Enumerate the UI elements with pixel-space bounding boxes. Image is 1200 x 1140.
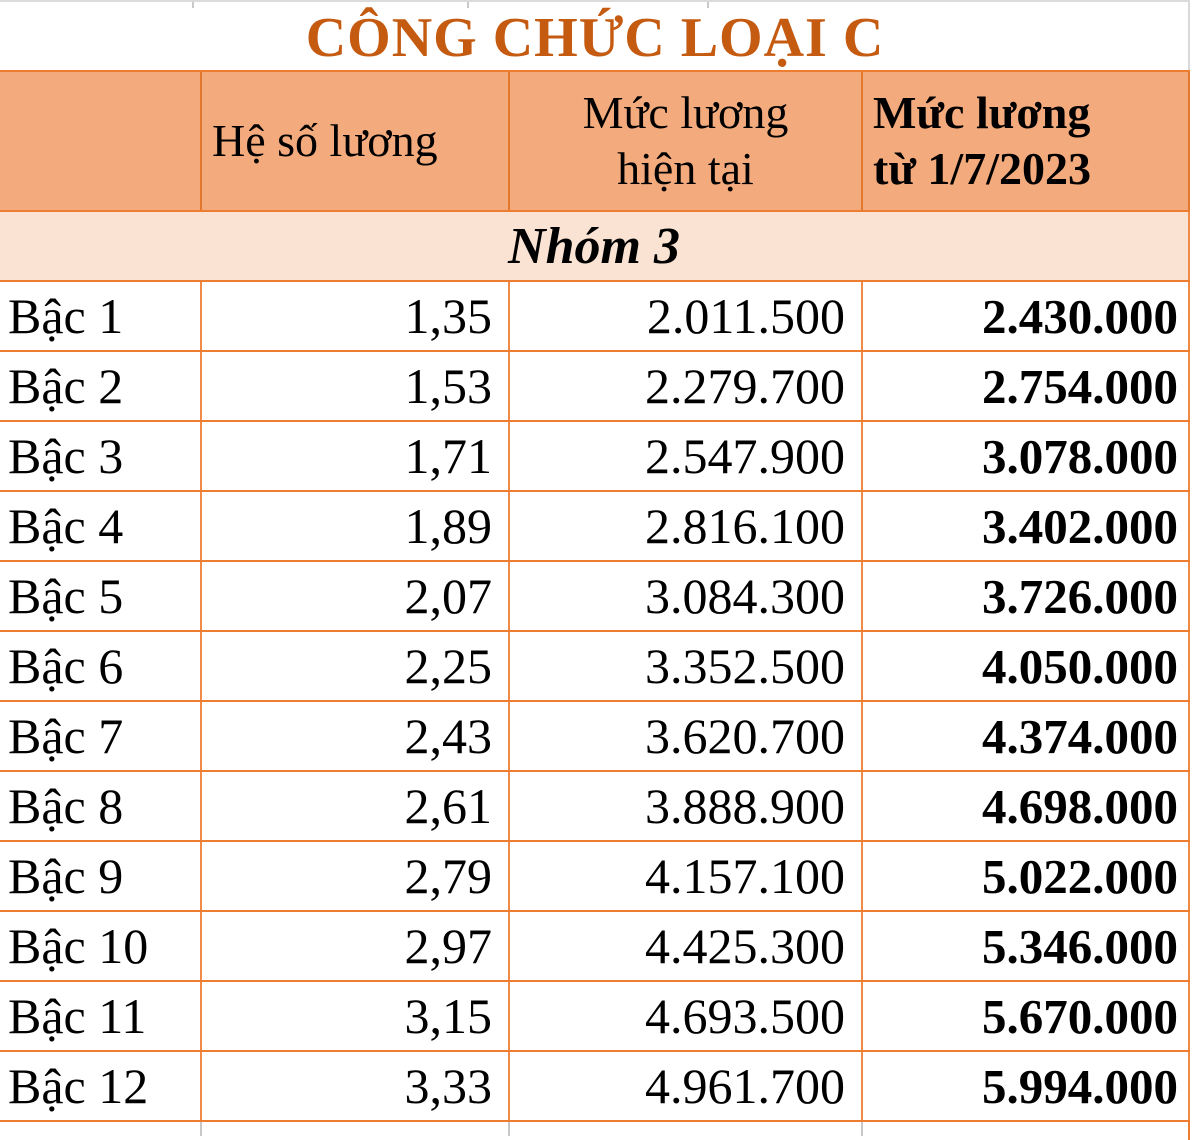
coefficient-cell: 2,07 <box>202 562 510 630</box>
new-salary-cell: 4.050.000 <box>863 632 1190 700</box>
gridline-stub <box>1188 2 1190 70</box>
current-salary-cell: 4.693.500 <box>510 982 863 1050</box>
coefficient-cell: 1,71 <box>202 422 510 490</box>
current-salary-cell: 4.157.100 <box>510 842 863 910</box>
group-row: Nhóm 3 <box>0 212 1190 282</box>
current-salary-cell: 4.961.700 <box>510 1052 863 1120</box>
current-salary-cell: 3.620.700 <box>510 702 863 770</box>
row-label: Bậc 4 <box>0 492 202 560</box>
new-salary-cell: 2.430.000 <box>863 282 1190 350</box>
table-row: Bậc 8 2,61 3.888.900 4.698.000 <box>0 772 1190 842</box>
row-label: Bậc 9 <box>0 842 202 910</box>
table-row: Bậc 1 1,35 2.011.500 2.430.000 <box>0 282 1190 352</box>
coefficient-cell: 1,35 <box>202 282 510 350</box>
new-salary-cell: 3.402.000 <box>863 492 1190 560</box>
bottom-partial-row <box>0 1122 1200 1140</box>
coefficient-cell: 2,61 <box>202 772 510 840</box>
gridline-stub <box>861 1122 863 1136</box>
new-salary-cell: 3.078.000 <box>863 422 1190 490</box>
coefficient-cell: 2,25 <box>202 632 510 700</box>
table-row: Bậc 9 2,79 4.157.100 5.022.000 <box>0 842 1190 912</box>
row-label: Bậc 12 <box>0 1052 202 1120</box>
coefficient-cell: 2,97 <box>202 912 510 980</box>
table-header-row: Hệ số lương Mức lương hiện tại Mức lương… <box>0 70 1190 212</box>
coefficient-cell: 3,33 <box>202 1052 510 1120</box>
new-salary-cell: 5.346.000 <box>863 912 1190 980</box>
new-salary-cell: 2.754.000 <box>863 352 1190 420</box>
coefficient-cell: 2,79 <box>202 842 510 910</box>
gridline-stub <box>707 2 709 8</box>
new-salary-cell: 4.698.000 <box>863 772 1190 840</box>
header-cell-coefficient: Hệ số lương <box>202 72 510 210</box>
current-salary-cell: 3.888.900 <box>510 772 863 840</box>
new-salary-cell: 5.022.000 <box>863 842 1190 910</box>
current-salary-cell: 2.547.900 <box>510 422 863 490</box>
coefficient-cell: 1,89 <box>202 492 510 560</box>
row-label: Bậc 11 <box>0 982 202 1050</box>
new-salary-cell: 5.670.000 <box>863 982 1190 1050</box>
table-row: Bậc 4 1,89 2.816.100 3.402.000 <box>0 492 1190 562</box>
new-salary-cell: 5.994.000 <box>863 1052 1190 1120</box>
table-right-border-stub <box>1188 1122 1190 1140</box>
row-label: Bậc 3 <box>0 422 202 490</box>
current-salary-cell: 3.352.500 <box>510 632 863 700</box>
row-label: Bậc 8 <box>0 772 202 840</box>
gridline-stub <box>200 1122 202 1136</box>
row-label: Bậc 5 <box>0 562 202 630</box>
current-salary-cell: 3.084.300 <box>510 562 863 630</box>
row-label: Bậc 10 <box>0 912 202 980</box>
new-salary-cell: 3.726.000 <box>863 562 1190 630</box>
table-row: Bậc 3 1,71 2.547.900 3.078.000 <box>0 422 1190 492</box>
title-row: CÔNG CHỨC LOẠI C <box>0 0 1190 70</box>
table-row: Bậc 6 2,25 3.352.500 4.050.000 <box>0 632 1190 702</box>
page-title: CÔNG CHỨC LOẠI C <box>305 7 885 69</box>
table-row: Bậc 10 2,97 4.425.300 5.346.000 <box>0 912 1190 982</box>
row-label: Bậc 2 <box>0 352 202 420</box>
current-salary-cell: 2.816.100 <box>510 492 863 560</box>
row-label: Bậc 6 <box>0 632 202 700</box>
group-label: Nhóm 3 <box>0 212 1190 280</box>
header-cell-empty <box>0 72 202 210</box>
table-row: Bậc 5 2,07 3.084.300 3.726.000 <box>0 562 1190 632</box>
coefficient-cell: 1,53 <box>202 352 510 420</box>
new-salary-cell: 4.374.000 <box>863 702 1190 770</box>
current-salary-cell: 4.425.300 <box>510 912 863 980</box>
coefficient-cell: 2,43 <box>202 702 510 770</box>
current-salary-cell: 2.011.500 <box>510 282 863 350</box>
coefficient-cell: 3,15 <box>202 982 510 1050</box>
gridline-stub <box>508 1122 510 1136</box>
row-label: Bậc 1 <box>0 282 202 350</box>
gridline-stub <box>192 2 194 8</box>
table-row: Bậc 12 3,33 4.961.700 5.994.000 <box>0 1052 1190 1122</box>
table-row: Bậc 11 3,15 4.693.500 5.670.000 <box>0 982 1190 1052</box>
table-row: Bậc 7 2,43 3.620.700 4.374.000 <box>0 702 1190 772</box>
table-row: Bậc 2 1,53 2.279.700 2.754.000 <box>0 352 1190 422</box>
current-salary-cell: 2.279.700 <box>510 352 863 420</box>
gridline-stub <box>467 2 469 8</box>
header-cell-new-salary: Mức lương từ 1/7/2023 <box>863 72 1190 210</box>
header-cell-current-salary: Mức lương hiện tại <box>510 72 863 210</box>
row-label: Bậc 7 <box>0 702 202 770</box>
